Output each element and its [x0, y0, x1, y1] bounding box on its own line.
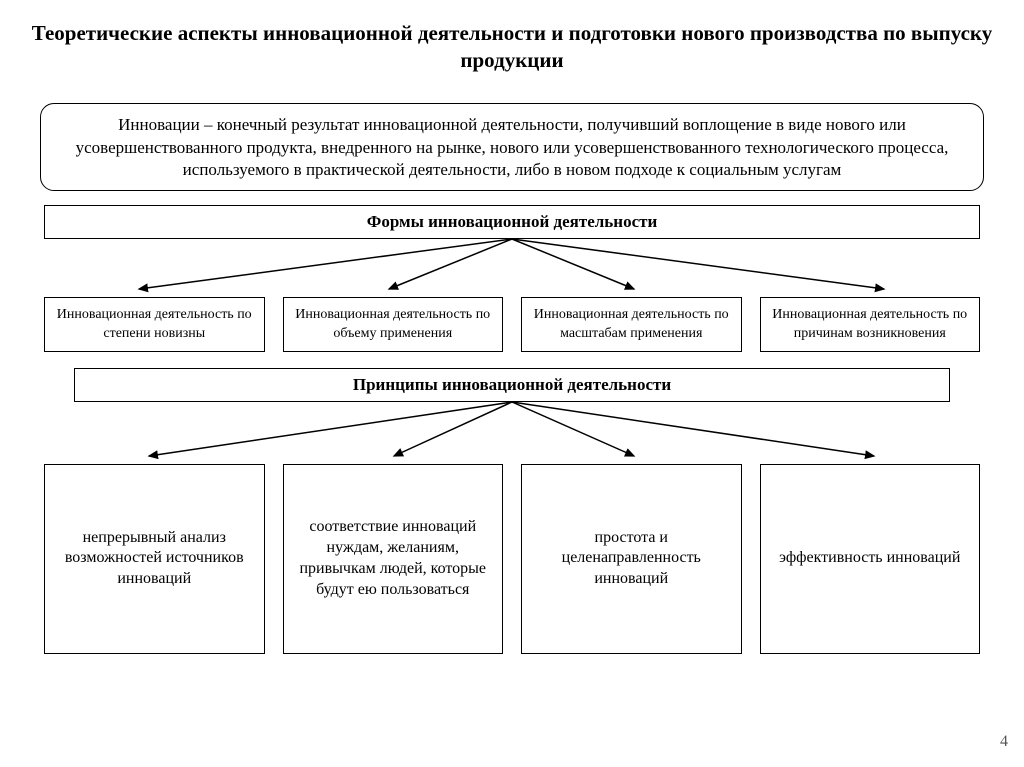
form-box-3: Инновационная деятельность по масштабам … [521, 297, 742, 351]
form-box-2: Инновационная деятельность по объему при… [283, 297, 504, 351]
principles-header: Принципы инновационной деятельности [74, 368, 950, 402]
forms-header: Формы инновационной деятельности [44, 205, 980, 239]
principles-row: непрерывный анализ возможностей источник… [44, 464, 980, 654]
principle-box-3: простота и целенаправленность инноваций [521, 464, 742, 654]
principle-box-2: соответствие инноваций нуждам, желаниям,… [283, 464, 504, 654]
form-box-1: Инновационная деятельность по степени но… [44, 297, 265, 351]
principles-arrows [44, 402, 980, 464]
page-title: Теоретические аспекты инновационной деят… [30, 20, 994, 75]
principle-box-1: непрерывный анализ возможностей источник… [44, 464, 265, 654]
definition-box: Инновации – конечный результат инновацио… [40, 103, 984, 192]
page-number: 4 [1000, 733, 1008, 751]
forms-row: Инновационная деятельность по степени но… [44, 297, 980, 351]
forms-arrows [44, 239, 980, 297]
form-box-4: Инновационная деятельность по причинам в… [760, 297, 981, 351]
principle-box-4: эффективность инноваций [760, 464, 981, 654]
